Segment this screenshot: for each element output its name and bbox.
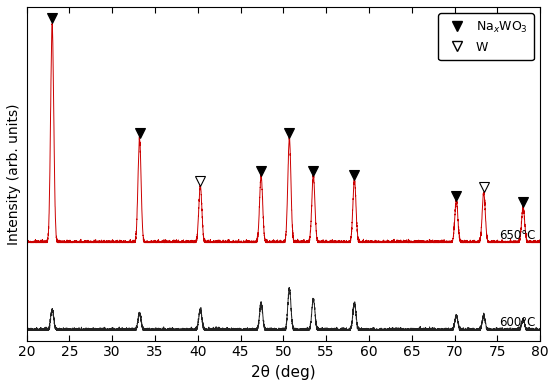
Text: 650°C: 650°C xyxy=(500,229,536,241)
Legend: Na$_x$WO$_3$, W: Na$_x$WO$_3$, W xyxy=(438,13,534,60)
X-axis label: 2θ (deg): 2θ (deg) xyxy=(251,365,316,380)
Text: 600°C: 600°C xyxy=(500,316,536,329)
Y-axis label: Intensity (arb. units): Intensity (arb. units) xyxy=(7,103,21,245)
